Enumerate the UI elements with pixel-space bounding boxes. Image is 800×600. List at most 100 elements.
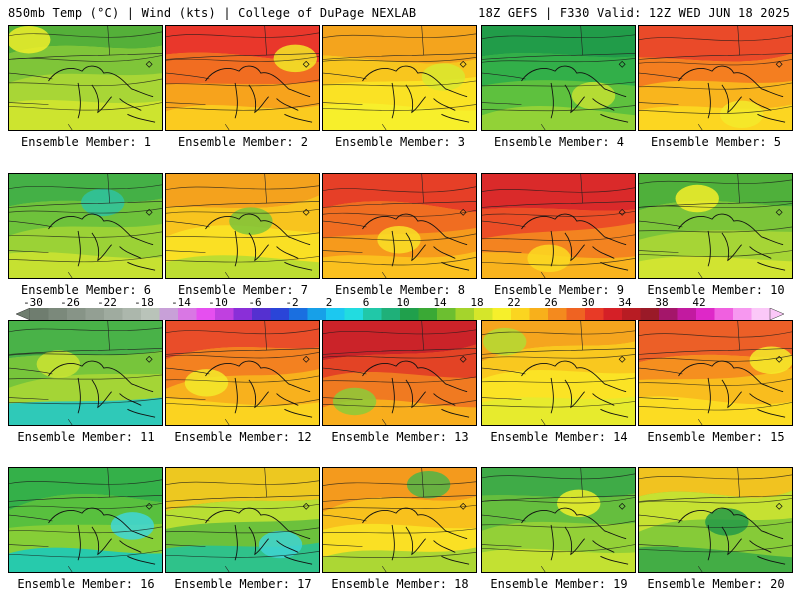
temperature-field [9,468,162,572]
legend-tick-label: 26 [544,296,558,309]
ensemble-label-20: Ensemble Member: 20 [647,577,785,591]
temperature-field [639,174,792,278]
ensemble-map-5 [638,25,793,131]
legend-swatch [677,308,697,320]
legend-swatch [566,308,586,320]
ensemble-map-14 [481,320,636,426]
ensemble-map-18 [322,467,477,573]
temperature-field [482,26,635,130]
color-legend-bar [15,308,785,320]
legend-swatch [159,308,179,320]
legend-swatch [696,308,715,320]
ensemble-map-3 [322,25,477,131]
legend-swatch [67,308,86,320]
ensemble-label-15: Ensemble Member: 15 [647,430,785,444]
legend-swatch [640,308,660,320]
legend-swatch [659,308,678,320]
legend-tick-label: -22 [97,296,117,309]
ensemble-label-5: Ensemble Member: 5 [650,135,782,149]
legend-tick-label: 18 [470,296,484,309]
legend-swatch [363,308,382,320]
title-right: 18Z GEFS | F330 Valid: 12Z WED JUN 18 20… [478,6,790,20]
ensemble-label-3: Ensemble Member: 3 [334,135,466,149]
ensemble-label-10: Ensemble Member: 10 [647,283,785,297]
ensemble-label-1: Ensemble Member: 1 [20,135,152,149]
legend-swatch [418,308,438,320]
legend-tick-label: 22 [507,296,521,309]
legend-tick-label: -30 [23,296,43,309]
legend-tick-label: -18 [134,296,154,309]
temperature-field [323,468,476,572]
ensemble-label-17: Ensemble Member: 17 [174,577,312,591]
legend-swatch [252,308,271,320]
temperature-field [482,174,635,278]
legend-swatch [326,308,345,320]
legend-swatch [455,308,475,320]
ensemble-label-19: Ensemble Member: 19 [490,577,628,591]
legend-tick-label: 6 [362,296,370,309]
legend-tick-label: 10 [396,296,410,309]
legend-swatch [233,308,253,320]
temperature-field [166,468,319,572]
legend-tick-label: -14 [171,296,191,309]
temperature-field [482,321,635,425]
legend-tick-label: 38 [655,296,669,309]
ensemble-map-4 [481,25,636,131]
ensemble-map-7 [165,173,320,279]
ensemble-map-8 [322,173,477,279]
legend-swatch [529,308,549,320]
temperature-field [323,321,476,425]
legend-tick-label: 34 [618,296,632,309]
legend-tick-label: -26 [60,296,80,309]
temperature-field [9,26,162,130]
ensemble-map-19 [481,467,636,573]
ensemble-map-15 [638,320,793,426]
ensemble-map-9 [481,173,636,279]
legend-swatch [474,308,493,320]
temperature-field [639,321,792,425]
legend-swatch [585,308,604,320]
ensemble-label-9: Ensemble Member: 9 [493,283,625,297]
ensemble-label-12: Ensemble Member: 12 [174,430,312,444]
legend-swatch [30,308,49,320]
legend-swatch [714,308,734,320]
legend-swatch [511,308,530,320]
legend-tick-label: -10 [208,296,228,309]
ensemble-map-2 [165,25,320,131]
temperature-field [166,321,319,425]
temperature-field [166,26,319,130]
ensemble-label-18: Ensemble Member: 18 [331,577,469,591]
legend-swatch [751,308,771,320]
ensemble-label-6: Ensemble Member: 6 [20,283,152,297]
ensemble-map-11 [8,320,163,426]
ensemble-label-8: Ensemble Member: 8 [334,283,466,297]
legend-swatch [215,308,234,320]
ensemble-label-11: Ensemble Member: 11 [17,430,155,444]
temperature-field [639,26,792,130]
legend-swatch [344,308,364,320]
legend-swatch [122,308,142,320]
legend-tick-label: 14 [433,296,447,309]
title-left: 850mb Temp (°C) | Wind (kts) | College o… [8,6,417,20]
ensemble-map-12 [165,320,320,426]
temperature-field [323,26,476,130]
temperature-field [323,174,476,278]
ensemble-label-4: Ensemble Member: 4 [493,135,625,149]
legend-swatch [178,308,197,320]
temperature-field [9,174,162,278]
legend-swatch [48,308,68,320]
legend-swatch [270,308,290,320]
temperature-field [166,174,319,278]
legend-swatch [289,308,308,320]
legend-swatch [307,308,327,320]
ensemble-map-16 [8,467,163,573]
ensemble-label-7: Ensemble Member: 7 [177,283,309,297]
ensemble-map-13 [322,320,477,426]
legend-swatch [85,308,105,320]
legend-tick-label: 42 [692,296,706,309]
ensemble-map-1 [8,25,163,131]
temperature-field [639,468,792,572]
ensemble-map-10 [638,173,793,279]
legend-swatch [437,308,456,320]
legend-swatch [141,308,160,320]
